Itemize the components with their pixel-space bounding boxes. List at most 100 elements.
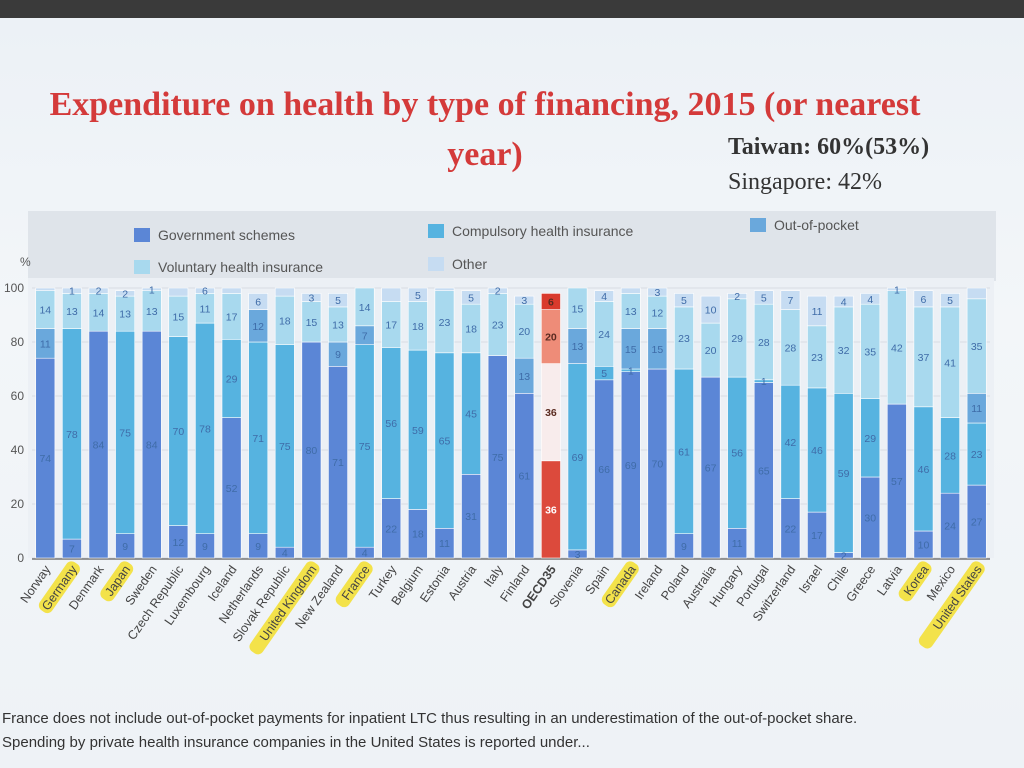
data-label: 9 <box>122 541 128 553</box>
category-highlight <box>918 561 985 649</box>
data-label: 5 <box>335 295 341 307</box>
y-tick-label: 60 <box>11 389 25 403</box>
data-label: 2 <box>734 291 740 303</box>
data-label: 22 <box>785 523 797 535</box>
legend-item-government: Government schemes <box>134 227 295 243</box>
data-label: 12 <box>652 307 664 319</box>
data-label: 23 <box>678 333 690 345</box>
data-label: 23 <box>811 352 823 364</box>
category-highlight <box>335 561 373 608</box>
data-label: 75 <box>492 452 504 464</box>
data-label: 11 <box>732 538 743 550</box>
x-tick-label: Israel <box>796 563 825 596</box>
data-label: 23 <box>971 449 983 461</box>
bar-segment <box>35 287 56 291</box>
bar-segment <box>88 287 109 294</box>
data-label: 13 <box>518 371 530 383</box>
data-label: 15 <box>652 344 664 356</box>
data-label: 32 <box>838 345 850 357</box>
bar-segment <box>940 293 960 308</box>
data-label: 35 <box>971 341 983 353</box>
data-label: 10 <box>705 305 717 317</box>
x-tick-group: Israel <box>796 563 825 596</box>
data-label: 4 <box>282 548 288 560</box>
data-label: 45 <box>465 409 477 421</box>
legend-label: Voluntary health insurance <box>158 259 323 275</box>
bar-segment <box>514 295 535 305</box>
data-label: 42 <box>891 342 903 354</box>
data-label: 18 <box>465 324 477 336</box>
category-highlight <box>249 561 320 655</box>
data-label: 59 <box>838 468 850 480</box>
category-highlight <box>38 561 80 614</box>
data-label: 36 <box>545 504 557 516</box>
data-label: 35 <box>864 346 876 358</box>
data-label: 20 <box>518 326 530 338</box>
bar-segment <box>301 293 322 302</box>
data-label: 75 <box>279 441 291 453</box>
data-label: 80 <box>306 445 318 457</box>
data-label: 7 <box>787 295 793 307</box>
data-label: 15 <box>572 303 584 315</box>
data-label: 5 <box>947 295 953 307</box>
legend-label: Other <box>452 256 488 272</box>
bar-segment <box>833 295 854 308</box>
data-label: 74 <box>39 453 51 465</box>
data-label: 28 <box>944 450 956 462</box>
data-label: 20 <box>545 332 557 344</box>
bar-segment <box>168 287 189 297</box>
data-label: 2 <box>96 286 102 298</box>
data-label: 59 <box>412 425 424 437</box>
data-label: 2 <box>495 286 501 298</box>
data-label: 18 <box>412 529 424 541</box>
footnote-1: France does not include out-of-pocket pa… <box>2 710 858 727</box>
data-label: 5 <box>601 368 607 380</box>
data-label: 14 <box>93 307 105 319</box>
data-label: 84 <box>93 440 105 452</box>
data-label: 13 <box>66 306 78 318</box>
data-label: 56 <box>385 418 397 430</box>
bar-segment <box>647 287 668 297</box>
data-label: 14 <box>359 302 371 314</box>
data-label: 75 <box>359 441 371 453</box>
data-label: 20 <box>705 345 717 357</box>
data-label: 7 <box>362 330 368 342</box>
data-label: 29 <box>864 433 876 445</box>
data-label: 2 <box>122 288 128 300</box>
data-label: 70 <box>173 426 185 438</box>
data-label: 5 <box>468 292 474 304</box>
bar-segment <box>62 287 82 294</box>
data-label: 71 <box>252 433 264 445</box>
legend-swatch <box>428 224 444 238</box>
data-label: 6 <box>255 297 261 309</box>
data-label: 1 <box>149 284 155 296</box>
data-label: 22 <box>385 523 397 535</box>
data-label: 23 <box>439 317 451 329</box>
bar-segment <box>727 293 748 300</box>
legend-item-voluntary: Voluntary health insurance <box>134 259 323 275</box>
y-tick-label: 100 <box>4 281 24 295</box>
data-label: 4 <box>841 297 847 309</box>
x-tick-label: Italy <box>481 562 506 589</box>
plot-area <box>28 278 994 558</box>
data-label: 9 <box>255 541 261 553</box>
bar-segment <box>407 287 428 302</box>
data-label: 17 <box>385 319 397 331</box>
bar-segment <box>567 287 588 329</box>
data-label: 9 <box>202 541 208 553</box>
data-label: 10 <box>918 540 930 552</box>
bar-segment <box>780 290 801 310</box>
data-label: 31 <box>465 511 477 523</box>
data-label: 61 <box>518 471 530 483</box>
data-label: 71 <box>332 457 344 469</box>
bar-segment <box>620 287 641 294</box>
bar-segment <box>221 287 242 294</box>
y-tick-label: 80 <box>11 335 25 349</box>
legend-swatch <box>134 260 150 274</box>
slide: Expenditure on health by type of financi… <box>0 18 1024 768</box>
data-label: 17 <box>226 311 238 323</box>
category-highlight <box>601 561 639 608</box>
data-label: 36 <box>545 407 557 419</box>
bar-segment <box>248 293 269 310</box>
x-tick-label: Austria <box>445 563 479 603</box>
